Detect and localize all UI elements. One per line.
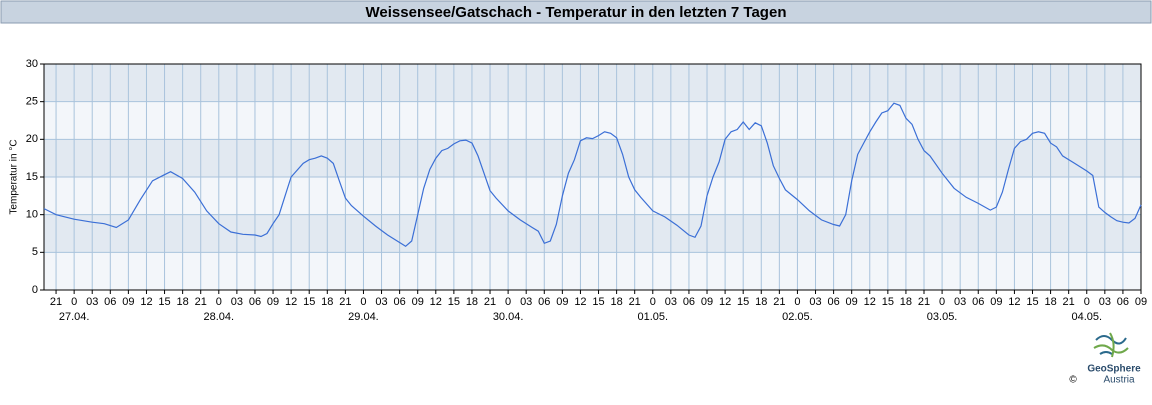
x-tick-label: 06 xyxy=(249,296,261,308)
y-tick-label: 25 xyxy=(26,96,38,108)
y-tick-label: 15 xyxy=(26,171,38,183)
x-tick-label: 0 xyxy=(505,296,511,308)
x-tick-label: 12 xyxy=(574,296,586,308)
x-tick-label: 12 xyxy=(285,296,297,308)
x-tick-label: 09 xyxy=(990,296,1002,308)
x-tick-label: 18 xyxy=(755,296,767,308)
x-tick-label: 06 xyxy=(393,296,405,308)
x-tick-label: 0 xyxy=(650,296,656,308)
x-tick-label: 15 xyxy=(303,296,315,308)
date-label: 30.04. xyxy=(493,311,524,323)
x-tick-label: 12 xyxy=(719,296,731,308)
logo-sub: Austria xyxy=(1103,375,1135,386)
title-bar xyxy=(0,0,1152,24)
band xyxy=(44,214,1141,253)
x-tick-label: 06 xyxy=(1117,296,1129,308)
date-label: 03.05. xyxy=(927,311,958,323)
x-tick-label: 12 xyxy=(864,296,876,308)
x-tick-label: 0 xyxy=(1084,296,1090,308)
x-tick-label: 15 xyxy=(1026,296,1038,308)
x-tick-label: 06 xyxy=(972,296,984,308)
x-tick-label: 15 xyxy=(882,296,894,308)
band xyxy=(44,64,1141,102)
x-tick-label: 15 xyxy=(158,296,170,308)
x-tick-label: 21 xyxy=(195,296,207,308)
x-tick-label: 21 xyxy=(484,296,496,308)
x-tick-label: 09 xyxy=(122,296,134,308)
x-tick-label: 03 xyxy=(520,296,532,308)
x-tick-label: 03 xyxy=(375,296,387,308)
date-label: 29.04. xyxy=(348,311,379,323)
chart-title: Weissensee/Gatschach - Temperatur in den… xyxy=(366,4,787,21)
y-tick-label: 10 xyxy=(26,209,38,221)
date-label: 02.05. xyxy=(782,311,813,323)
date-label: 04.05. xyxy=(1071,311,1102,323)
x-tick-label: 09 xyxy=(1135,296,1147,308)
y-axis-label: Temperatur in °C xyxy=(9,139,20,214)
x-tick-label: 15 xyxy=(592,296,604,308)
x-tick-label: 03 xyxy=(231,296,243,308)
x-tick-label: 18 xyxy=(900,296,912,308)
x-tick-label: 21 xyxy=(339,296,351,308)
x-tick-label: 12 xyxy=(140,296,152,308)
x-tick-label: 12 xyxy=(430,296,442,308)
x-tick-label: 03 xyxy=(86,296,98,308)
logo-name: GeoSphere xyxy=(1087,364,1141,375)
y-tick-label: 0 xyxy=(32,284,38,296)
x-tick-label: 0 xyxy=(939,296,945,308)
x-tick-label: 21 xyxy=(629,296,641,308)
x-tick-label: 12 xyxy=(1008,296,1020,308)
x-tick-label: 18 xyxy=(321,296,333,308)
x-tick-label: 18 xyxy=(610,296,622,308)
x-tick-label: 03 xyxy=(665,296,677,308)
x-tick-label: 03 xyxy=(954,296,966,308)
x-tick-label: 18 xyxy=(466,296,478,308)
y-tick-label: 20 xyxy=(26,133,38,145)
x-tick-label: 06 xyxy=(538,296,550,308)
x-tick-label: 18 xyxy=(177,296,189,308)
x-tick-label: 06 xyxy=(104,296,116,308)
band xyxy=(44,139,1141,177)
x-tick-label: 18 xyxy=(1044,296,1056,308)
x-tick-label: 09 xyxy=(701,296,713,308)
x-tick-label: 21 xyxy=(1063,296,1075,308)
x-tick-label: 15 xyxy=(448,296,460,308)
band xyxy=(44,177,1141,215)
date-label: 28.04. xyxy=(203,311,234,323)
logo-icon xyxy=(1093,332,1129,358)
band xyxy=(44,101,1141,140)
x-tick-label: 03 xyxy=(809,296,821,308)
x-tick-label: 09 xyxy=(267,296,279,308)
x-tick-label: 0 xyxy=(216,296,222,308)
date-label: 27.04. xyxy=(59,311,90,323)
temperature-line xyxy=(43,102,1142,248)
x-tick-label: 03 xyxy=(1099,296,1111,308)
copyright: © xyxy=(1069,375,1077,386)
plot-area xyxy=(44,63,1142,291)
x-tick-label: 0 xyxy=(360,296,366,308)
x-tick-label: 0 xyxy=(794,296,800,308)
date-label: 01.05. xyxy=(637,311,668,323)
plot-frame xyxy=(43,63,1142,291)
y-tick-label: 30 xyxy=(26,58,38,70)
x-tick-label: 21 xyxy=(50,296,62,308)
x-tick-label: 09 xyxy=(846,296,858,308)
y-tick-label: 5 xyxy=(32,246,38,258)
x-tick-label: 06 xyxy=(827,296,839,308)
x-tick-label: 21 xyxy=(773,296,785,308)
x-tick-label: 06 xyxy=(683,296,695,308)
x-tick-label: 09 xyxy=(412,296,424,308)
band xyxy=(44,252,1141,290)
x-tick-label: 21 xyxy=(918,296,930,308)
x-tick-label: 15 xyxy=(737,296,749,308)
x-tick-label: 0 xyxy=(71,296,77,308)
x-tick-label: 09 xyxy=(556,296,568,308)
